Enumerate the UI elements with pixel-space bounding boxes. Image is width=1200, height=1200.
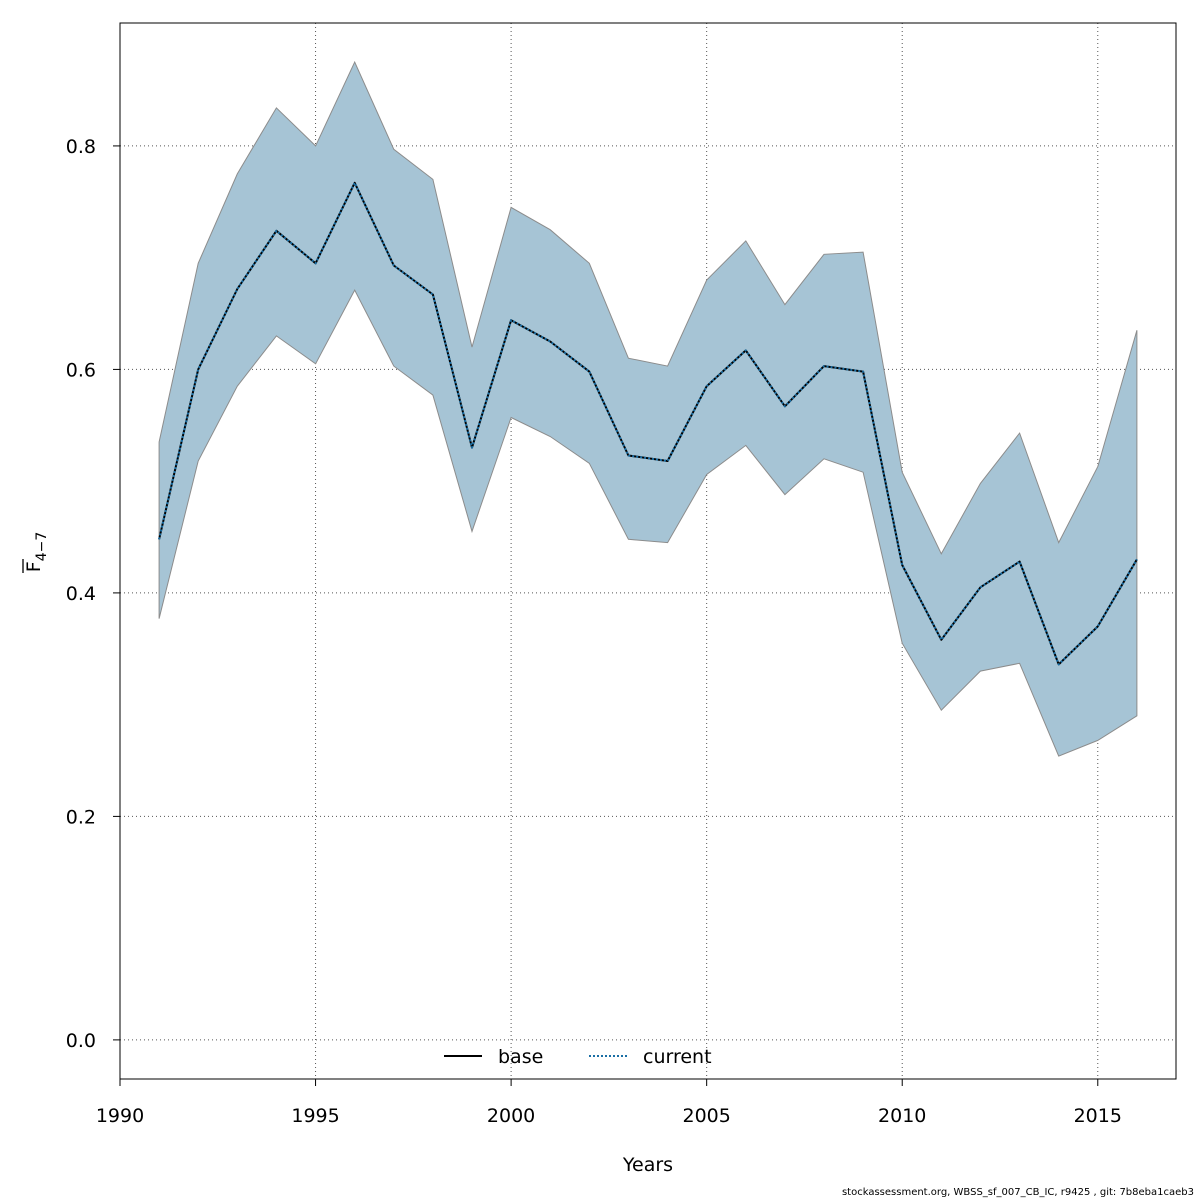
x-tick-label: 2005 xyxy=(682,1105,730,1127)
legend: base current xyxy=(444,1046,712,1068)
confidence-band xyxy=(158,60,1138,757)
y-axis-title-sub: 4−7 xyxy=(34,532,50,562)
x-tick-label: 2010 xyxy=(878,1105,926,1127)
svg-text:F4−7: F4−7 xyxy=(23,532,50,572)
x-axis: 1990 1995 2000 2005 2010 2015 xyxy=(96,1079,1122,1127)
y-axis-title: F4−7 xyxy=(22,532,50,573)
legend-label-base: base xyxy=(498,1046,543,1068)
plot-frame xyxy=(119,22,1177,1080)
x-tick-label: 2015 xyxy=(1074,1105,1122,1127)
y-tick-label: 0.8 xyxy=(66,136,96,158)
y-tick-label: 0.0 xyxy=(66,1030,96,1052)
series-line-current xyxy=(158,181,1138,666)
y-axis: 0.0 0.2 0.4 0.6 0.8 xyxy=(66,136,120,1052)
x-tick-label: 1995 xyxy=(291,1105,339,1127)
y-tick-label: 0.4 xyxy=(66,583,96,605)
x-tick-label: 2000 xyxy=(487,1105,535,1127)
footer-credit: stockassessment.org, WBSS_sf_007_CB_IC, … xyxy=(841,1187,1194,1198)
legend-label-current: current xyxy=(643,1046,712,1068)
y-tick-label: 0.6 xyxy=(66,359,96,381)
y-tick-label: 0.2 xyxy=(66,806,96,828)
x-tick-label: 1990 xyxy=(96,1105,144,1127)
y-axis-title-main: F xyxy=(23,561,45,572)
x-axis-title: Years xyxy=(622,1154,673,1176)
